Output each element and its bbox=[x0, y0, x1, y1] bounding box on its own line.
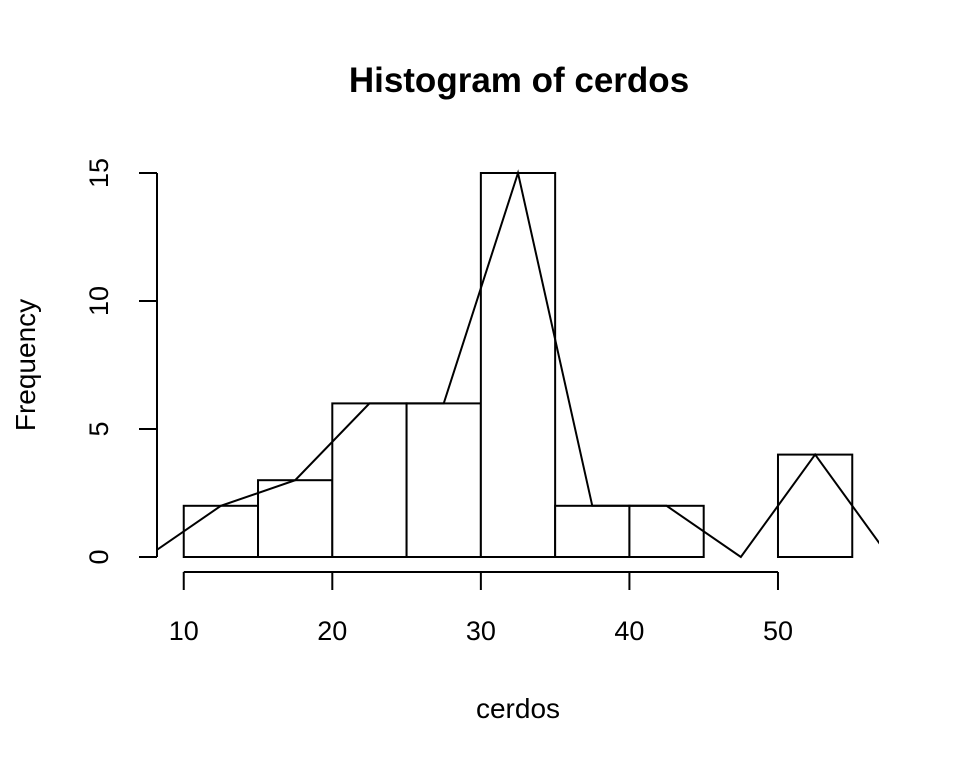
histogram-bar-1 bbox=[182, 504, 260, 558]
frequency-polygon-line bbox=[157, 169, 879, 559]
histogram-bar-3 bbox=[331, 402, 408, 558]
y-tick-label-0: 0 bbox=[84, 549, 114, 564]
chart-title: Histogram of cerdos bbox=[349, 61, 689, 100]
y-tick-label-5: 5 bbox=[84, 421, 114, 436]
y-tick-label-15: 15 bbox=[84, 158, 114, 188]
bars-group bbox=[182, 172, 854, 559]
y-tick-label-10: 10 bbox=[84, 286, 114, 316]
x-tick-label-40: 40 bbox=[614, 616, 644, 646]
histogram-bar-9 bbox=[776, 453, 854, 559]
frequency-polygon-group bbox=[157, 169, 879, 559]
x-tick-label-50: 50 bbox=[763, 616, 793, 646]
x-axis: 10 20 30 40 50 bbox=[169, 571, 793, 646]
x-tick-label-10: 10 bbox=[169, 616, 199, 646]
histogram-bar-7 bbox=[628, 504, 705, 558]
y-axis-label: Frequency bbox=[10, 299, 41, 431]
x-tick-label-30: 30 bbox=[466, 616, 496, 646]
histogram-bar-5 bbox=[479, 172, 557, 558]
x-axis-label: cerdos bbox=[476, 693, 560, 724]
histogram-bar-6 bbox=[554, 504, 631, 558]
x-tick-label-20: 20 bbox=[317, 616, 347, 646]
histogram-bar-4 bbox=[405, 402, 482, 558]
histogram-bar-2 bbox=[257, 479, 334, 559]
y-axis: 0 5 10 15 bbox=[84, 158, 158, 565]
